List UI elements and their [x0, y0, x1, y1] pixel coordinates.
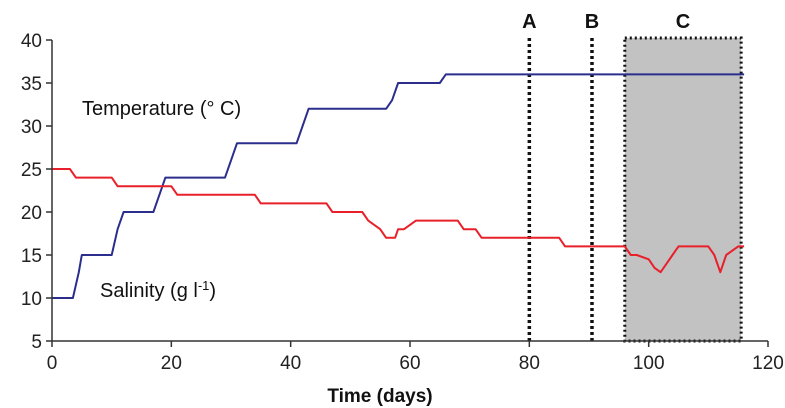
x-tick-label: 0 — [47, 353, 58, 374]
y-tick-label: 25 — [21, 160, 42, 181]
salinity-label-suffix: ) — [209, 280, 216, 302]
y-tick-label: 40 — [21, 31, 42, 52]
y-tick-label: 30 — [21, 117, 42, 138]
y-tick-label: 20 — [21, 203, 42, 224]
temperature-label: Temperature (° C) — [82, 98, 241, 120]
x-tick-label: 100 — [633, 353, 665, 374]
x-axis-title: Time (days) — [327, 386, 432, 407]
temperature-line — [52, 73, 745, 299]
salinity-label-superscript: -1 — [198, 278, 210, 293]
salinity-label-text: Salinity (g l — [100, 280, 198, 302]
x-tick-label: 20 — [161, 353, 182, 374]
tick-labels: 5 10 15 20 25 30 35 40 0 20 40 60 80 100 120 — [21, 31, 784, 374]
salinity-label: Salinity (g l-1) — [100, 278, 216, 303]
x-tick-label: 60 — [399, 353, 420, 374]
axes — [46, 39, 769, 347]
salinity-line — [52, 168, 745, 274]
series-lines — [52, 73, 745, 299]
y-tick-label: 10 — [21, 289, 42, 310]
marker-b-label: B — [585, 11, 599, 33]
x-tick-label: 120 — [752, 353, 784, 374]
x-tick-label: 80 — [519, 353, 540, 374]
y-tick-label: 35 — [21, 74, 42, 95]
y-tick-label: 5 — [31, 332, 42, 353]
marker-c-label: C — [676, 11, 690, 33]
y-tick-label: 15 — [21, 246, 42, 267]
temperature-label-text: Temperature (° C) — [82, 98, 241, 120]
marker-lines: A B C — [522, 11, 690, 341]
x-tick-label: 40 — [280, 353, 301, 374]
shaded-regions — [623, 36, 743, 343]
marker-a-label: A — [522, 11, 536, 33]
region-c-shade — [623, 36, 743, 343]
